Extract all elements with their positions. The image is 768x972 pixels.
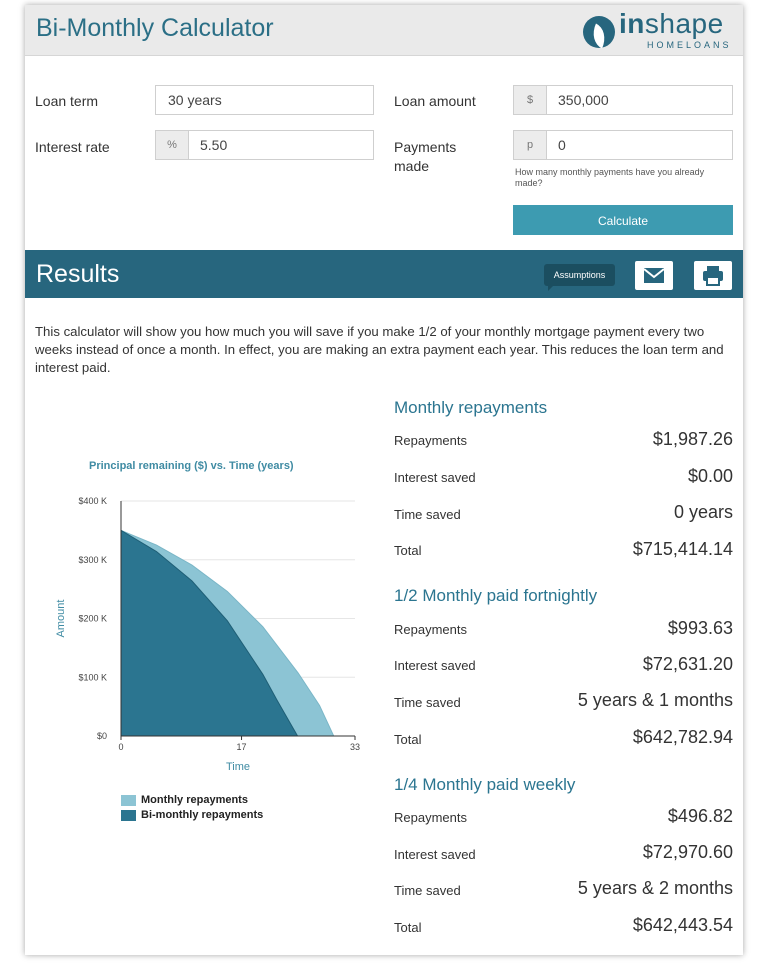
section-fortnightly-title: 1/2 Monthly paid fortnightly <box>394 586 598 605</box>
envelope-icon <box>643 268 665 283</box>
row-label: Repayments <box>394 810 467 825</box>
row-label: Time saved <box>394 507 461 522</box>
row-label: Interest saved <box>394 847 476 862</box>
row-label: Total <box>394 920 422 935</box>
y-tick-label: $200 K <box>78 614 107 624</box>
dollar-prefix: $ <box>514 86 547 114</box>
row-value: $715,414.14 <box>632 539 733 559</box>
row-label: Time saved <box>394 695 461 710</box>
legend-swatch-bimonthly <box>121 810 136 821</box>
printer-icon <box>703 266 723 286</box>
title-bar: Bi-Monthly Calculator inshape HOMELOANS <box>25 5 743 56</box>
y-axis-label: Amount <box>55 600 67 638</box>
payments-made-value: 0 <box>558 137 566 153</box>
interest-rate-label: Interest rate <box>35 139 110 155</box>
loan-term-value: 30 years <box>168 92 222 108</box>
principal-chart: $0 $100 K $200 K $300 K $400 K 0 17 33 Time Amoun… <box>55 496 360 773</box>
row-label: Time saved <box>394 883 461 898</box>
loan-term-label: Loan term <box>35 93 99 109</box>
row-value: 5 years & 2 months <box>577 878 733 898</box>
calculator-description: This calculator will show you how much y… <box>35 324 724 375</box>
y-tick-label: $0 <box>97 731 107 741</box>
calculator-card: Bi-Monthly Calculator inshape HOMELOANS … <box>25 5 743 955</box>
row-label: Total <box>394 543 422 558</box>
y-tick-label: $300 K <box>78 555 107 565</box>
row-value: $0.00 <box>687 466 733 486</box>
row-value: $1,987.26 <box>652 429 733 449</box>
x-tick-label: 17 <box>237 742 247 752</box>
row-label: Repayments <box>394 433 467 448</box>
row-label: Interest saved <box>394 470 476 485</box>
legend-bimonthly: Bi-monthly repayments <box>121 808 263 823</box>
calculate-button[interactable]: Calculate <box>513 205 733 235</box>
legend-monthly: Monthly repayments <box>121 793 263 808</box>
loan-amount-label: Loan amount <box>394 93 476 109</box>
section-monthly-title: Monthly repayments <box>394 398 548 417</box>
x-tick-label: 33 <box>350 742 360 752</box>
leaf-logo-icon <box>583 16 615 49</box>
row-value: $642,443.54 <box>632 915 733 935</box>
results-header: Results Assumptions <box>25 250 743 298</box>
loan-term-field[interactable]: 30 years <box>155 85 374 115</box>
series-area-bimonthly <box>120 529 299 737</box>
interest-rate-field[interactable]: % 5.50 <box>155 130 374 160</box>
inshape-logo[interactable]: inshape HOMELOANS <box>583 8 733 52</box>
email-button[interactable] <box>635 261 673 290</box>
row-value: $642,782.94 <box>632 727 733 747</box>
loan-amount-value: 350,000 <box>558 92 609 108</box>
chart-title: Principal remaining ($) vs. Time (years) <box>89 460 294 472</box>
logo-subtitle: HOMELOANS <box>647 40 732 50</box>
print-button[interactable] <box>694 261 732 290</box>
x-tick-label: 0 <box>118 742 123 752</box>
results-title: Results <box>36 260 120 288</box>
row-label: Repayments <box>394 622 467 637</box>
payments-made-field[interactable]: p 0 <box>513 130 733 160</box>
logo-wordmark: inshape <box>619 8 724 39</box>
y-tick-label: $100 K <box>78 672 107 682</box>
row-value: 0 years <box>673 502 733 522</box>
row-label: Total <box>394 732 422 747</box>
y-tick-label: $400 K <box>78 496 107 506</box>
row-label: Interest saved <box>394 658 476 673</box>
legend-swatch-monthly <box>121 795 136 806</box>
row-value: $72,631.20 <box>642 654 733 674</box>
percent-prefix: % <box>156 131 189 159</box>
chart-legend: Monthly repayments Bi-monthly repayments <box>121 793 263 823</box>
row-value: $72,970.60 <box>642 842 733 862</box>
x-axis-label: Time <box>226 761 250 773</box>
assumptions-button[interactable]: Assumptions <box>544 264 615 291</box>
row-value: 5 years & 1 months <box>577 690 733 710</box>
loan-amount-field[interactable]: $ 350,000 <box>513 85 733 115</box>
payments-made-label: Payments made <box>394 139 457 174</box>
app-title: Bi-Monthly Calculator <box>36 14 274 42</box>
interest-rate-value: 5.50 <box>200 137 228 153</box>
payments-made-help: How many monthly payments have you alrea… <box>515 167 705 188</box>
payments-prefix: p <box>514 131 547 159</box>
row-value: $496.82 <box>667 806 733 826</box>
row-value: $993.63 <box>667 618 733 638</box>
section-weekly-title: 1/4 Monthly paid weekly <box>394 775 576 794</box>
